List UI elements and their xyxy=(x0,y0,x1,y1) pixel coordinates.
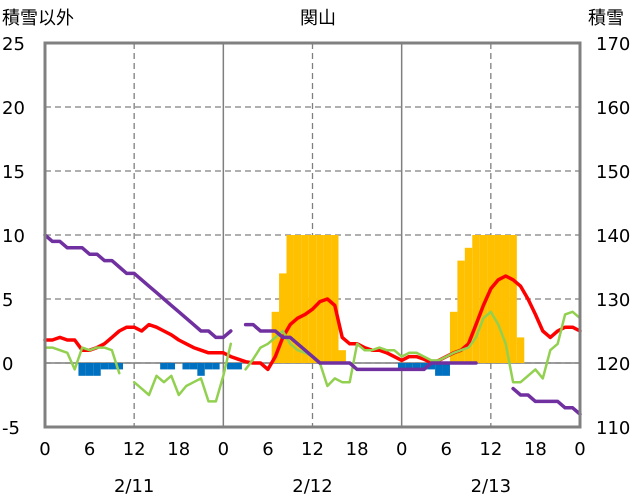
left-y-tick-label: -5 xyxy=(2,418,20,439)
precip-bar xyxy=(449,311,458,363)
precip-bar xyxy=(338,350,346,363)
negative-bar xyxy=(182,363,190,370)
x-tick-label: 6 xyxy=(262,439,273,460)
negative-bar xyxy=(160,363,168,370)
right-y-tick-label: 110 xyxy=(596,418,630,439)
negative-bar xyxy=(108,363,116,370)
negative-bar xyxy=(115,363,124,370)
precip-bar xyxy=(501,235,510,363)
precip-bar xyxy=(331,235,339,363)
negative-bar xyxy=(93,363,101,376)
precip-bar xyxy=(464,247,473,363)
temperature-line xyxy=(43,274,582,372)
left-y-tick-label: 5 xyxy=(2,290,13,311)
right-y-tick-label: 150 xyxy=(596,162,630,183)
x-tick-label: 6 xyxy=(84,439,95,460)
left-y-tick-label: 15 xyxy=(2,162,25,183)
left-y-axis: 25 20 15 10 5 0 -5 xyxy=(2,34,25,439)
left-y-tick-label: 10 xyxy=(2,226,25,247)
negative-bar xyxy=(227,363,235,370)
x-tick-label: 18 xyxy=(524,439,547,460)
right-y-tick-label: 170 xyxy=(596,34,630,55)
negative-bar xyxy=(420,363,428,370)
negative-bar xyxy=(412,363,421,370)
precip-bar xyxy=(479,235,488,363)
precip-bar xyxy=(308,235,317,363)
right-y-axis: 170 160 150 140 130 120 110 xyxy=(596,34,630,439)
negative-bar xyxy=(397,363,406,370)
date-axis: 2/11 2/12 2/13 xyxy=(114,476,511,497)
date-label: 2/12 xyxy=(292,476,332,497)
x-tick-label: 6 xyxy=(441,439,452,460)
right-y-tick-label: 160 xyxy=(596,98,630,119)
precip-bar xyxy=(494,235,502,363)
precip-bar xyxy=(279,273,287,363)
negative-bar xyxy=(189,363,198,370)
precip-bar xyxy=(457,260,465,363)
negative-bar xyxy=(100,363,109,370)
x-tick-label: 12 xyxy=(479,439,502,460)
precip-bar xyxy=(516,337,525,363)
negative-bar xyxy=(78,363,86,376)
x-tick-label: 0 xyxy=(396,439,407,460)
negative-bar xyxy=(197,363,205,376)
left-axis-label: 積雪以外 xyxy=(2,8,74,29)
green-line xyxy=(43,310,582,403)
precip-bar xyxy=(472,235,480,363)
bar-series xyxy=(78,235,525,376)
negative-bar xyxy=(85,363,94,376)
date-label: 2/11 xyxy=(114,476,154,497)
x-tick-label: 12 xyxy=(301,439,324,460)
x-tick-label: 18 xyxy=(346,439,369,460)
left-y-tick-label: 25 xyxy=(2,34,25,55)
precip-bar xyxy=(316,235,324,363)
x-tick-label: 0 xyxy=(574,439,585,460)
left-y-tick-label: 0 xyxy=(2,354,13,375)
snow-depth-line xyxy=(43,233,582,416)
x-tick-label: 0 xyxy=(218,439,229,460)
negative-bar xyxy=(204,363,213,370)
x-axis: 0 6 12 18 0 6 12 18 0 6 12 18 0 xyxy=(39,439,585,460)
precip-bar xyxy=(286,235,294,363)
negative-bar xyxy=(435,363,443,376)
negative-bar xyxy=(212,363,220,370)
precip-bar xyxy=(301,235,309,363)
precip-bar xyxy=(293,235,302,363)
left-y-tick-label: 20 xyxy=(2,98,25,119)
precip-bar xyxy=(487,235,495,363)
negative-bar xyxy=(427,363,436,370)
negative-bar xyxy=(442,363,450,376)
right-axis-label: 積雪 xyxy=(588,8,624,29)
date-label: 2/13 xyxy=(471,476,511,497)
x-tick-label: 18 xyxy=(167,439,190,460)
negative-bar xyxy=(405,363,413,370)
chart-title: 関山 xyxy=(300,8,336,29)
precip-bar xyxy=(509,235,517,363)
x-tick-label: 12 xyxy=(123,439,146,460)
negative-bar xyxy=(234,363,242,370)
right-y-tick-label: 140 xyxy=(596,226,630,247)
right-y-tick-label: 130 xyxy=(596,290,630,311)
negative-bar xyxy=(167,363,176,370)
plot-frame xyxy=(43,41,582,429)
right-y-tick-label: 120 xyxy=(596,354,630,375)
line-series xyxy=(43,233,582,416)
x-tick-label: 0 xyxy=(39,439,50,460)
